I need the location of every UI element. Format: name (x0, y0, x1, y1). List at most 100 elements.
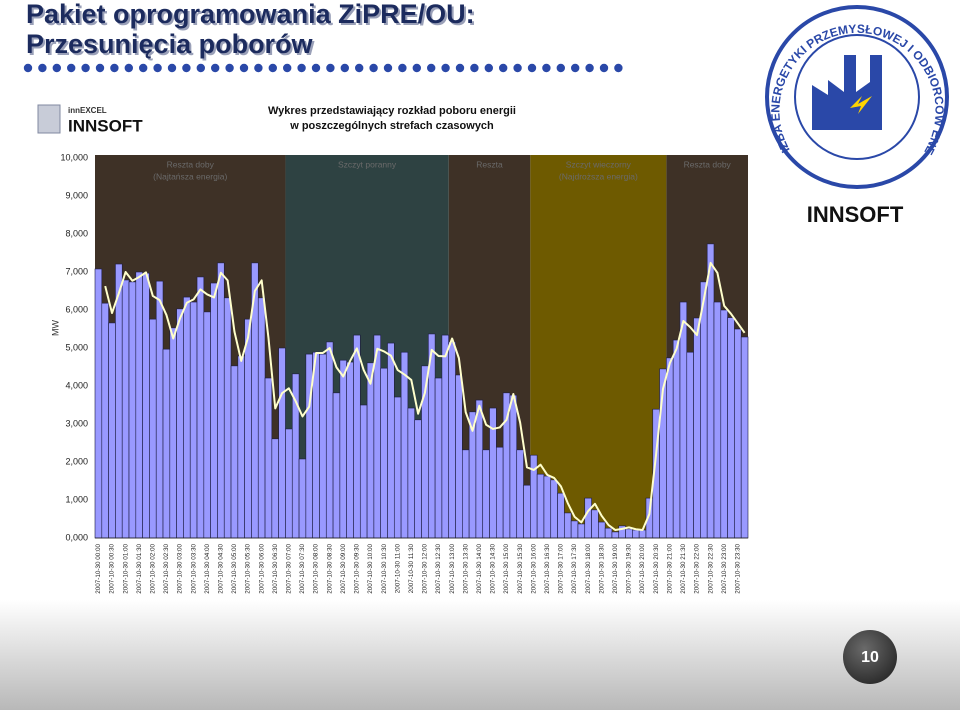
dot (211, 63, 220, 73)
dot (268, 63, 277, 73)
logo-bolt (850, 96, 872, 114)
x-tick-label: 2007-10-30 05:00 (231, 544, 238, 594)
dot (67, 63, 76, 73)
bar (346, 361, 354, 539)
y-tick-label: 6,000 (65, 304, 88, 314)
bar (632, 529, 640, 539)
y-tick-label: 8,000 (65, 228, 88, 238)
bar (210, 282, 218, 539)
bar (223, 297, 232, 539)
chart-title: w poszczególnych strefach czasowych (289, 120, 494, 132)
bar (264, 377, 273, 539)
x-tick-label: 2007-10-30 03:30 (190, 544, 197, 594)
bar (720, 309, 728, 539)
bar (366, 362, 375, 539)
dot (52, 63, 61, 73)
bar (142, 272, 150, 539)
x-tick-label: 2007-10-30 11:00 (394, 544, 401, 594)
bar (564, 512, 572, 539)
bar (393, 396, 402, 539)
bar (536, 473, 545, 539)
x-tick-label: 2007-10-30 09:30 (354, 544, 361, 594)
bar (400, 351, 409, 539)
zone-label: Reszta (476, 159, 503, 169)
bar (169, 327, 177, 539)
zone-label: (Najdroższa energia) (559, 171, 638, 181)
bar (101, 302, 109, 539)
x-tick-label: 2007-10-30 14:00 (476, 544, 483, 594)
bar (570, 520, 579, 539)
logo-factory (812, 55, 882, 130)
logo-icon (37, 104, 61, 134)
x-tick-label: 2007-10-30 10:00 (367, 544, 374, 594)
zone-label: Szczyt poranny (338, 159, 397, 169)
bar (176, 308, 184, 539)
x-tick-label: 2007-10-30 21:00 (666, 544, 673, 594)
bar (108, 322, 116, 539)
dot (355, 63, 364, 73)
bar (271, 438, 279, 539)
bar (278, 347, 286, 539)
bar (448, 341, 456, 539)
x-tick-label: 2007-10-30 22:30 (707, 544, 714, 594)
dot (412, 63, 421, 73)
bar (700, 281, 708, 539)
dot (527, 63, 537, 73)
bar (196, 276, 205, 539)
page-badge (843, 630, 897, 684)
y-tick-label: 3,000 (65, 418, 88, 428)
bar (713, 301, 722, 539)
bar (115, 263, 123, 539)
bar (462, 449, 470, 539)
bar (550, 479, 558, 539)
bar (625, 528, 633, 539)
line (104, 261, 746, 532)
bar (672, 339, 681, 539)
title: Pakiet oprogramowania ZiPRE/OU: Pakiet o… (26, 0, 477, 61)
x-tick-label: 2007-10-30 19:00 (612, 544, 619, 594)
chart-title: Wykres przedstawiający rozkład poboru en… (268, 105, 516, 117)
dot (124, 63, 133, 73)
x-tick-label: 2007-10-30 18:30 (598, 544, 605, 594)
bar (298, 458, 307, 539)
x-tick-label: 2007-10-30 04:30 (218, 544, 225, 594)
bar (598, 521, 606, 539)
bar (230, 365, 239, 539)
dot (340, 63, 349, 73)
bar (455, 374, 463, 539)
x-tick-label: 2007-10-30 17:00 (558, 544, 565, 594)
y-tick-label: 2,000 (65, 456, 88, 466)
x-tick-label: 2007-10-30 10:30 (381, 544, 388, 594)
bar (584, 497, 592, 539)
bar (611, 531, 620, 539)
bar (312, 351, 320, 539)
y-tick-label: 1,000 (65, 494, 88, 504)
bar (149, 318, 157, 539)
zone-label: Reszta doby (167, 159, 215, 169)
bar (740, 336, 749, 539)
bar (189, 301, 198, 539)
bar (441, 334, 450, 539)
x-tick-label: 2007-10-30 23:00 (721, 544, 728, 594)
dot (599, 63, 609, 73)
dot (484, 63, 493, 73)
zone-label: Reszta doby (684, 159, 732, 169)
x-tick-label: 2007-10-30 01:30 (136, 544, 143, 594)
dot (513, 63, 522, 73)
x-tick-label: 2007-10-30 11:30 (408, 544, 415, 594)
x-tick-label: 2007-10-30 18:00 (585, 544, 592, 594)
x-tick-label: 2007-10-30 05:30 (245, 544, 252, 594)
dot (95, 63, 105, 73)
dot (23, 63, 33, 73)
bar (604, 527, 613, 539)
bar (359, 404, 368, 539)
zone (530, 155, 667, 538)
bar (516, 449, 524, 539)
x-tick-label: 2007-10-30 01:00 (122, 544, 129, 594)
dot (571, 63, 580, 73)
dot (153, 63, 162, 73)
title-line: Przesunięcia poborów (26, 29, 314, 59)
dot (254, 63, 263, 73)
zone-label: Szczyt wieczorny (566, 159, 632, 169)
bar (319, 353, 327, 539)
